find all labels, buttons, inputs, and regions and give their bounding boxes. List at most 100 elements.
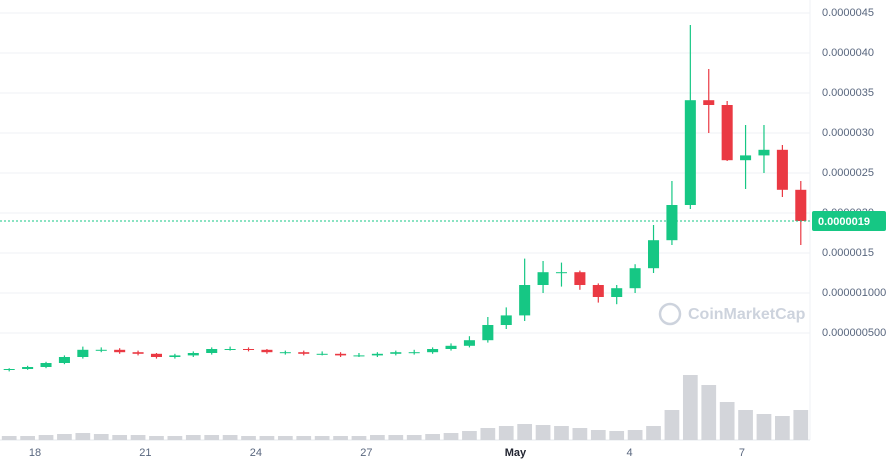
volume-bar — [93, 434, 109, 440]
volume-bar — [204, 435, 220, 440]
candle-body — [390, 352, 402, 354]
y-tick-label: 0.0000015 — [822, 247, 874, 259]
candle-body — [187, 353, 199, 356]
current-price-label: 0.0000019 — [818, 216, 870, 228]
candle-body — [519, 285, 531, 316]
x-tick-label: 21 — [139, 447, 151, 459]
volume-bar — [425, 434, 440, 440]
candle-body — [298, 352, 310, 354]
volume-bar — [333, 436, 348, 440]
volume-bar — [756, 414, 772, 440]
watermark: CoinMarketCap — [658, 302, 806, 326]
candle-body — [335, 353, 347, 356]
volume-bar — [462, 431, 477, 440]
volume-bar — [406, 435, 422, 440]
volume-bar — [609, 431, 625, 440]
candle-body — [555, 272, 567, 274]
volume-bar — [480, 428, 496, 440]
candle-body — [150, 353, 162, 357]
y-tick-label: 0.0000045 — [822, 7, 874, 19]
watermark-text: CoinMarketCap — [688, 306, 806, 323]
candle-body — [721, 105, 733, 161]
candle-body — [666, 205, 678, 241]
candle-body — [740, 155, 752, 161]
volume-bar — [646, 426, 661, 440]
volume-bar — [185, 435, 201, 440]
candle-body — [445, 345, 457, 349]
current-price-badge — [812, 211, 886, 231]
candle-body — [77, 349, 89, 357]
candle-body — [776, 149, 788, 190]
volume-bar — [241, 436, 256, 440]
volume-bar — [443, 433, 459, 440]
x-tick-label: 7 — [739, 447, 745, 459]
volume-bar — [149, 436, 164, 440]
candle-body — [427, 349, 439, 353]
volume-bar — [296, 436, 312, 440]
candle-body — [114, 349, 126, 353]
volume-bar — [682, 375, 698, 440]
volume-bar — [370, 435, 385, 440]
candle-body — [537, 272, 549, 285]
candle-body — [684, 100, 696, 205]
y-tick-label: 0.0000040 — [822, 47, 874, 59]
y-tick-label: 0.0000025 — [822, 167, 874, 179]
volume-bar — [590, 430, 606, 440]
volume-bar — [701, 385, 717, 440]
volume-bar — [167, 436, 183, 440]
candle-body — [371, 353, 383, 356]
background-layer — [0, 0, 811, 441]
candle-body — [408, 352, 420, 354]
candle-body — [40, 363, 52, 367]
candle-body — [611, 288, 623, 297]
y-tick-label: 0.000001000 — [822, 287, 886, 299]
y-tick-label: 0.0000035 — [822, 87, 874, 99]
candle-body — [169, 355, 181, 357]
candle-body — [629, 268, 641, 289]
volume-bar — [20, 436, 35, 440]
volume-bar — [775, 416, 790, 440]
candle-body — [243, 349, 255, 350]
volume-bar — [57, 434, 72, 440]
volume-bar — [222, 435, 238, 440]
candle-body — [22, 367, 34, 369]
candle-body — [316, 353, 328, 355]
x-tick-label: 24 — [250, 447, 262, 459]
volume-bar — [627, 430, 643, 440]
candle-body — [703, 100, 715, 105]
x-tick-label: 18 — [29, 447, 41, 459]
candle-body — [261, 349, 273, 353]
candle-body — [224, 349, 236, 350]
candle-body — [58, 357, 70, 363]
volume-bar — [793, 410, 809, 440]
volume-bar — [517, 424, 533, 440]
volume-bar — [112, 435, 128, 440]
volume-bar — [277, 436, 293, 440]
volume-bar — [664, 410, 680, 440]
volume-bar — [388, 435, 404, 440]
y-tick-label: 0.0000030 — [822, 127, 874, 139]
candle-body — [592, 285, 604, 297]
candle-body — [758, 149, 770, 156]
candle-body — [3, 369, 15, 370]
candle-body — [574, 272, 586, 285]
candle-body — [132, 352, 144, 354]
volume-bar — [554, 426, 569, 440]
volume-bar — [1, 436, 17, 440]
candle-body — [500, 315, 512, 325]
volume-bar — [498, 426, 514, 440]
candle-body — [206, 349, 218, 353]
candle-body — [795, 189, 807, 221]
volume-bar — [351, 436, 367, 440]
volume-bar — [75, 433, 91, 440]
volume-bar — [314, 436, 330, 440]
volume-bar — [130, 435, 146, 440]
volume-bar — [259, 436, 275, 440]
watermark-logo — [658, 302, 682, 326]
volume-bar — [38, 435, 54, 440]
candle-body — [482, 325, 494, 341]
candle-body — [353, 355, 365, 357]
x-tick-label: May — [505, 447, 527, 459]
